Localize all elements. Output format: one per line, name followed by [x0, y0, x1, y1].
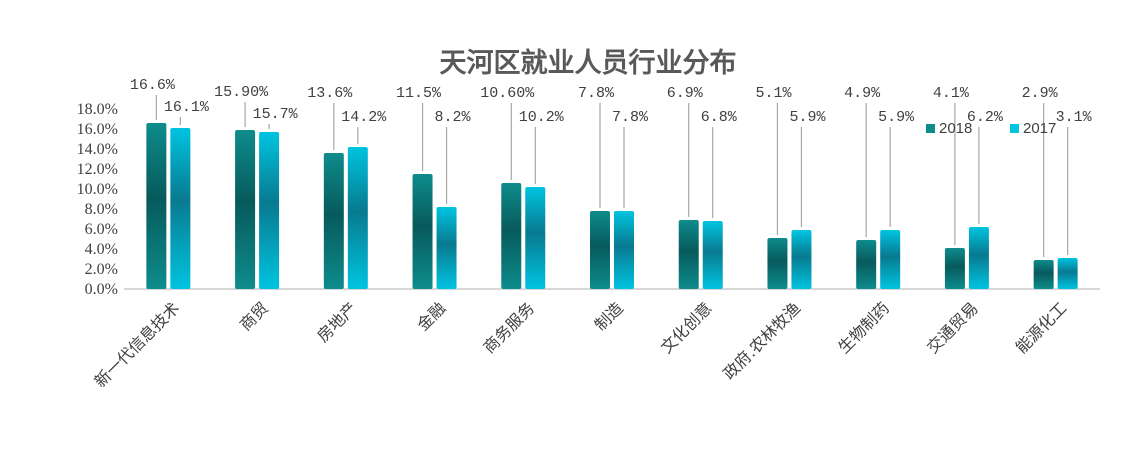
x-tick-label: 金融 [413, 298, 449, 334]
data-label-2017: 5.9% [789, 109, 826, 126]
bar-2018 [323, 153, 344, 289]
legend: 2018 2017 [926, 120, 1056, 137]
x-tick-label: 房地产 [313, 298, 360, 345]
bar-2017 [791, 230, 812, 289]
data-label-2018: 10.60% [480, 85, 535, 102]
bar-2018 [767, 238, 788, 289]
legend-swatch-2017 [1010, 124, 1019, 133]
y-tick-label: 14.0% [77, 141, 118, 158]
bar-2017 [525, 187, 546, 289]
bar-2017 [170, 128, 191, 289]
y-tick-label: 0.0% [85, 281, 118, 298]
data-label-2017: 3.1% [1056, 109, 1093, 126]
x-axis: 新一代信息技术 商贸 房地产 金融 商务服务 制造 文化创意 政府.农林牧渔 生物制药 交通贸易能… [91, 288, 1100, 391]
x-tick-label: 商贸 [236, 298, 272, 334]
data-label-2017: 16.1% [164, 99, 210, 116]
y-tick-label: 2.0% [85, 261, 118, 278]
y-tick-label: 18.0% [77, 101, 118, 118]
data-label-2018: 15.90% [214, 84, 269, 101]
y-axis: 0.0% 2.0% 4.0% 6.0% 8.0% 10.0% 12.0% 14.0% 16.0%… [77, 101, 118, 298]
bar-2018 [412, 174, 433, 289]
bar-2017 [347, 147, 368, 289]
data-label-2017: 15.7% [253, 106, 299, 123]
y-tick-label: 6.0% [85, 221, 118, 238]
bar-2017 [702, 221, 723, 289]
data-label-2017: 14.2% [341, 109, 387, 126]
bar-2018 [856, 240, 877, 289]
x-tick-label: 新一代信息技术 [91, 298, 184, 391]
bar-2017 [614, 211, 634, 289]
data-label-2018: 7.8% [578, 85, 615, 102]
data-label-2018: 5.1% [755, 85, 792, 102]
chart-title: 天河区就业人员行业分布 [440, 47, 737, 79]
data-label-2018: 11.5% [396, 85, 442, 102]
data-label-2017: 6.8% [701, 109, 738, 126]
data-label-2018: 16.6% [130, 77, 176, 94]
bars [146, 123, 1078, 289]
data-label-2017: 6.2% [967, 109, 1004, 126]
legend-swatch-2018 [926, 124, 935, 133]
bar-2017 [436, 207, 457, 289]
x-tick-label: 能源化工 [1012, 298, 1071, 357]
x-tick-label: 文化创意 [657, 298, 716, 357]
data-label-2017: 10.2% [519, 109, 565, 126]
bar-2017 [259, 132, 280, 289]
y-tick-label: 10.0% [77, 181, 118, 198]
data-label-2018: 6.9% [667, 85, 704, 102]
bar-2018 [501, 183, 522, 289]
bar-2017 [968, 227, 989, 289]
bar-2017 [880, 230, 901, 289]
bar-2018 [146, 123, 167, 289]
data-labels: 16.6% 16.1%15.90% 15.7% 13.6% 14.2% 11.5% 8.2%… [130, 77, 1093, 257]
x-tick-label: 商务服务 [479, 298, 538, 357]
bar-2018 [944, 248, 965, 289]
x-tick-label: 制造 [591, 298, 627, 334]
legend-label-2018: 2018 [939, 120, 972, 137]
bar-2017 [1057, 258, 1078, 289]
legend-label-2017: 2017 [1023, 120, 1056, 137]
y-tick-label: 16.0% [77, 121, 118, 138]
bar-2018 [235, 130, 256, 289]
data-label-2017: 7.8% [612, 109, 649, 126]
bar-2018 [1033, 260, 1054, 289]
data-label-2017: 5.9% [878, 109, 915, 126]
data-label-2018: 13.6% [307, 85, 353, 102]
y-tick-label: 8.0% [85, 201, 118, 218]
y-tick-label: 12.0% [77, 161, 118, 178]
bar-2018 [678, 220, 699, 289]
x-tick-label: 生物制药 [834, 298, 893, 357]
data-label-2017: 8.2% [435, 109, 472, 126]
data-label-2018: 2.9% [1022, 85, 1059, 102]
bar-2018 [590, 211, 610, 289]
data-label-2018: 4.9% [844, 85, 881, 102]
data-label-2018: 4.1% [933, 85, 970, 102]
x-tick-label: 政府.农林牧渔 [719, 298, 804, 383]
x-tick-label: 交通贸易 [923, 298, 982, 357]
y-tick-label: 4.0% [85, 241, 118, 258]
